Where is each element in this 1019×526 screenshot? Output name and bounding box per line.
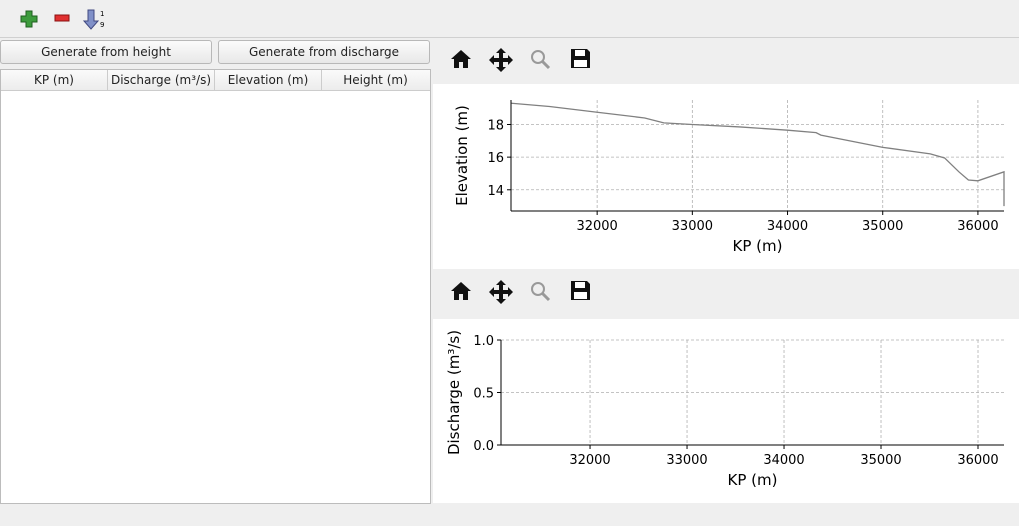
add-icon[interactable] <box>20 10 38 28</box>
pan-button[interactable] <box>489 280 513 304</box>
column-header[interactable]: Elevation (m) <box>215 70 322 90</box>
save-label <box>574 60 587 67</box>
column-header[interactable]: KP (m) <box>1 70 108 90</box>
save-label <box>575 50 585 56</box>
x-tick-label: 36000 <box>957 453 998 468</box>
data-line <box>511 102 1005 207</box>
svg-text:1: 1 <box>100 10 104 18</box>
home-button[interactable] <box>451 50 471 68</box>
x-tick-label: 32000 <box>569 453 610 468</box>
y-tick-label: 0.0 <box>473 439 494 454</box>
x-tick-label: 34000 <box>763 453 804 468</box>
column-header[interactable]: Discharge (m³/s) <box>108 70 215 90</box>
y-tick-label: 0.5 <box>473 387 494 402</box>
y-tick-label: 1.0 <box>473 334 494 349</box>
remove-icon[interactable] <box>54 14 70 22</box>
home-button[interactable] <box>451 282 471 300</box>
button[interactable]: Generate from discharge <box>218 40 430 64</box>
x-axis-label: KP (m) <box>733 237 783 255</box>
x-tick-label: 33000 <box>666 453 707 468</box>
y-tick-label: 18 <box>487 118 504 133</box>
sort-icon[interactable] <box>82 9 100 30</box>
x-axis-label: KP (m) <box>728 471 778 489</box>
x-tick-label: 36000 <box>957 219 998 234</box>
x-tick-label: 32000 <box>576 219 617 234</box>
y-tick-label: 14 <box>487 184 504 199</box>
table: KP (m) Discharge (m³/s) Elevation (m) He… <box>0 69 431 504</box>
x-tick-label: 34000 <box>767 219 808 234</box>
svg-text:9: 9 <box>100 21 104 29</box>
y-axis-label: Elevation (m) <box>453 105 471 206</box>
column-header[interactable]: Height (m) <box>343 73 408 87</box>
save-label <box>574 292 587 299</box>
button[interactable]: Generate from height <box>0 40 212 64</box>
zoom-handle <box>540 291 551 302</box>
x-tick-label: 35000 <box>862 219 903 234</box>
zoom-button[interactable] <box>531 282 545 296</box>
toolbar-icons <box>451 280 590 304</box>
y-axis-label: Discharge (m³/s) <box>445 330 463 455</box>
x-tick-label: 35000 <box>860 453 901 468</box>
zoom-button[interactable] <box>531 50 545 64</box>
chart: 32000 33000 34000 35000 36000 14 16 18 KP (m) Ele… <box>433 84 1019 269</box>
save-label <box>575 282 585 288</box>
pan-button[interactable] <box>489 48 513 72</box>
y-tick-label: 16 <box>487 151 504 166</box>
x-tick-label: 33000 <box>672 219 713 234</box>
toolbar-icons: 19 <box>20 9 104 30</box>
toolbar-icons <box>451 48 590 72</box>
chart: 32000 33000 34000 35000 36000 0.0 0.5 1.0 KP (m)… <box>433 319 1019 503</box>
table-header: KP (m) Discharge (m³/s) Elevation (m) He… <box>1 70 430 91</box>
zoom-handle <box>540 59 551 70</box>
